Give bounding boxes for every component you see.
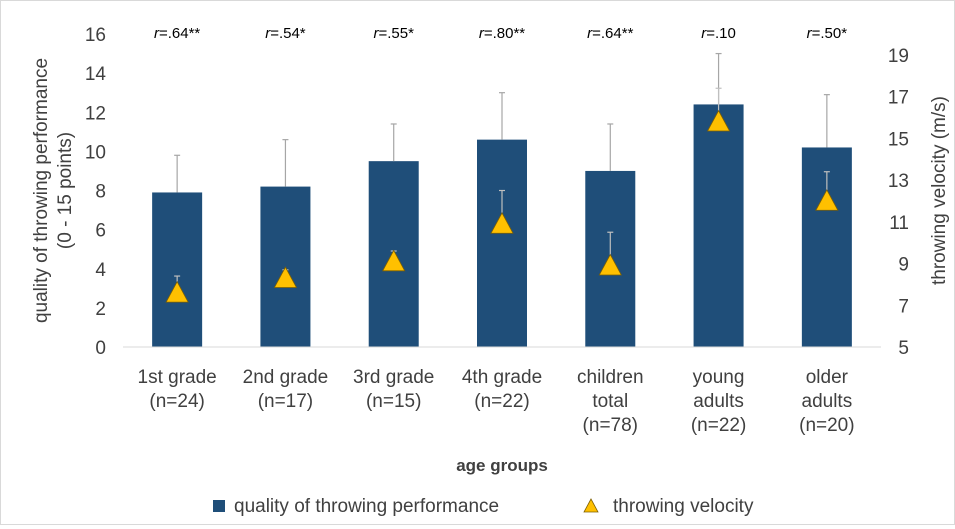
y-tick-right-5: 15	[888, 129, 909, 150]
marker-velocity-4	[598, 253, 622, 276]
legend: quality of throwing performance throwing …	[213, 496, 754, 517]
y-tick-left-6: 12	[85, 103, 106, 124]
bar-quality-5	[693, 104, 744, 347]
y-axis-title-right: throwing velocity (m/s)	[929, 96, 950, 285]
x-category-label-4: children total (n=78)	[577, 367, 644, 436]
y-tick-left-8: 16	[85, 25, 106, 46]
y-tick-right-6: 17	[888, 88, 909, 109]
x-category-label-0: 1st grade (n=24)	[138, 367, 217, 412]
correlation-label-6: r=.50*	[807, 25, 848, 42]
y-tick-left-4: 8	[95, 182, 106, 203]
y-tick-right-1: 7	[898, 296, 909, 317]
y-tick-left-2: 4	[95, 260, 106, 281]
marker-velocity-6	[815, 189, 839, 211]
marker-velocity-2	[382, 249, 406, 272]
x-category-label-6: older adults (n=20)	[799, 367, 854, 436]
bar-quality-0	[152, 192, 203, 347]
x-category-label-3: 4th grade (n=22)	[462, 367, 542, 412]
y-tick-right-2: 9	[898, 255, 909, 276]
correlation-label-5: r=.10	[701, 25, 736, 42]
legend-swatch-velocity	[583, 498, 599, 513]
y-tick-right-3: 11	[889, 213, 909, 234]
correlation-label-0: r=.64**	[154, 25, 200, 42]
x-category-label-1: 2nd grade (n=17)	[243, 367, 329, 412]
y-tick-right-0: 5	[898, 338, 909, 359]
marker-velocity-5	[706, 109, 731, 132]
y-tick-left-3: 6	[95, 221, 106, 242]
marker-velocity-1	[273, 266, 298, 288]
x-category-label-5: young adults (n=22)	[691, 367, 746, 436]
y-tick-right-4: 13	[888, 171, 909, 192]
y-tick-left-5: 10	[85, 142, 106, 163]
marker-velocity-3	[490, 212, 514, 234]
y-axis-title-left: quality of throwing performance (0 - 15 p…	[31, 58, 76, 323]
y-tick-left-1: 2	[95, 299, 106, 320]
correlation-label-1: r=.54*	[265, 25, 306, 42]
bar-quality-3	[477, 139, 527, 347]
marker-velocity-0	[165, 280, 189, 303]
x-category-label-2: 3rd grade (n=15)	[353, 367, 434, 412]
correlation-label-4: r=.64**	[587, 25, 633, 42]
y-tick-left-0: 0	[95, 338, 106, 359]
legend-label-velocity: throwing velocity	[613, 496, 754, 517]
x-axis-title: age groups	[456, 456, 548, 475]
y-tick-left-7: 14	[85, 64, 107, 85]
correlation-label-2: r=.55*	[373, 25, 414, 42]
legend-label-quality: quality of throwing performance	[234, 496, 499, 517]
legend-swatch-quality	[213, 500, 225, 512]
correlation-label-3: r=.80**	[479, 25, 525, 42]
y-tick-right-7: 19	[888, 46, 909, 67]
